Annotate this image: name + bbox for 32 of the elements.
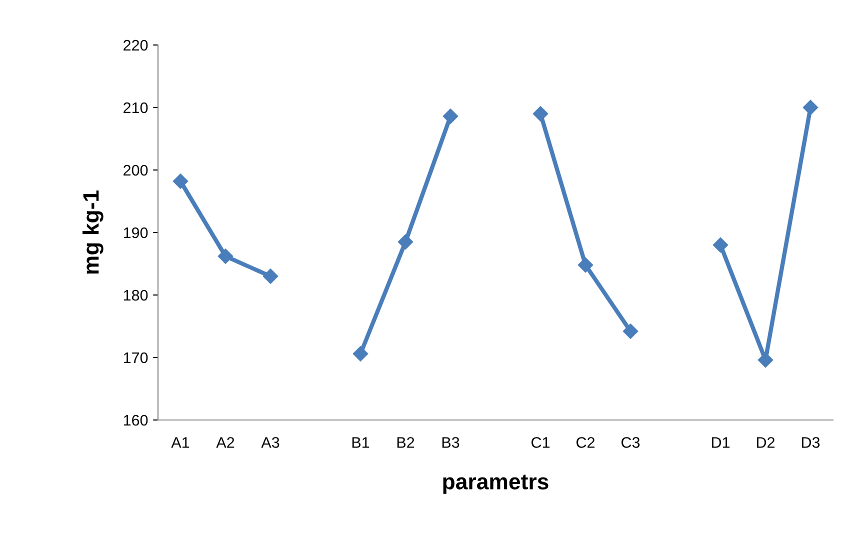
point	[218, 248, 234, 264]
y-tick-label: 190	[124, 227, 148, 238]
y-tick-label: 220	[124, 40, 148, 51]
x-tick-label: C2	[576, 437, 594, 448]
point	[532, 106, 548, 122]
point	[172, 174, 188, 189]
point	[712, 237, 728, 253]
x-tick-label: A1	[171, 437, 190, 448]
y-tick-label: 210	[124, 102, 148, 114]
point	[442, 108, 458, 124]
point	[578, 257, 594, 273]
y-axis-title: mg kg-1	[82, 190, 104, 274]
x-tick-label: C3	[622, 437, 640, 448]
x-tick-label: B1	[352, 437, 370, 448]
x-axis-title: parametrs	[443, 474, 548, 494]
x-tick-label: D2	[756, 437, 774, 448]
x-tick-label: B3	[442, 437, 460, 448]
x-tick-label: A3	[261, 437, 280, 448]
point	[622, 324, 638, 339]
x-tick-label: D1	[712, 437, 730, 448]
x-tick-label: B2	[397, 437, 414, 448]
y-tick-label: 180	[124, 290, 148, 301]
point	[802, 100, 818, 116]
y-tick-label: 170	[124, 352, 148, 364]
y-tick-label: 200	[124, 164, 148, 176]
x-tick-label: D3	[802, 437, 820, 448]
point	[398, 234, 414, 250]
point	[352, 346, 368, 362]
x-tick-label: A2	[216, 437, 234, 448]
y-tick-label: 160	[124, 414, 148, 426]
point	[262, 268, 278, 284]
x-tick-label: C1	[532, 437, 550, 448]
